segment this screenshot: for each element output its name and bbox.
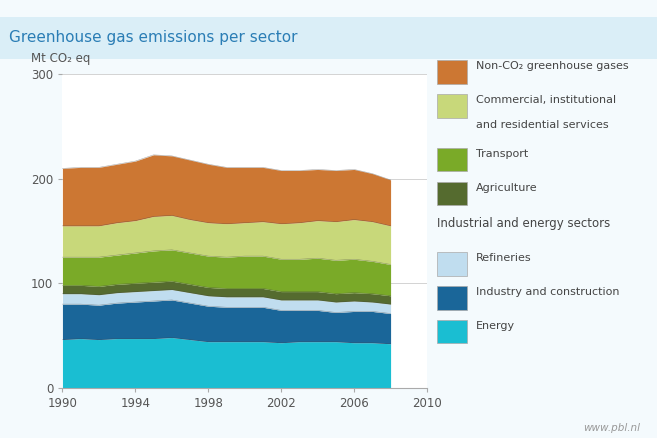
Bar	[437, 286, 467, 310]
Text: and residential services: and residential services	[476, 120, 608, 130]
Text: Energy: Energy	[476, 321, 515, 331]
Text: Industry and construction: Industry and construction	[476, 287, 620, 297]
Text: Transport: Transport	[476, 148, 528, 159]
Text: Industrial and energy sectors: Industrial and energy sectors	[437, 218, 610, 230]
Bar	[437, 320, 467, 343]
Text: Refineries: Refineries	[476, 253, 532, 263]
Bar	[437, 252, 467, 276]
Text: www.pbl.nl: www.pbl.nl	[583, 423, 641, 433]
Bar	[437, 148, 467, 171]
Text: Greenhouse gas emissions per sector: Greenhouse gas emissions per sector	[9, 30, 297, 46]
Bar	[437, 60, 467, 84]
Bar	[437, 94, 467, 118]
Text: Commercial, institutional: Commercial, institutional	[476, 95, 616, 105]
Text: Mt CO₂ eq: Mt CO₂ eq	[32, 52, 91, 65]
Text: Agriculture: Agriculture	[476, 183, 537, 193]
FancyBboxPatch shape	[0, 17, 657, 59]
Text: Non-CO₂ greenhouse gases: Non-CO₂ greenhouse gases	[476, 61, 629, 71]
Bar	[437, 182, 467, 205]
